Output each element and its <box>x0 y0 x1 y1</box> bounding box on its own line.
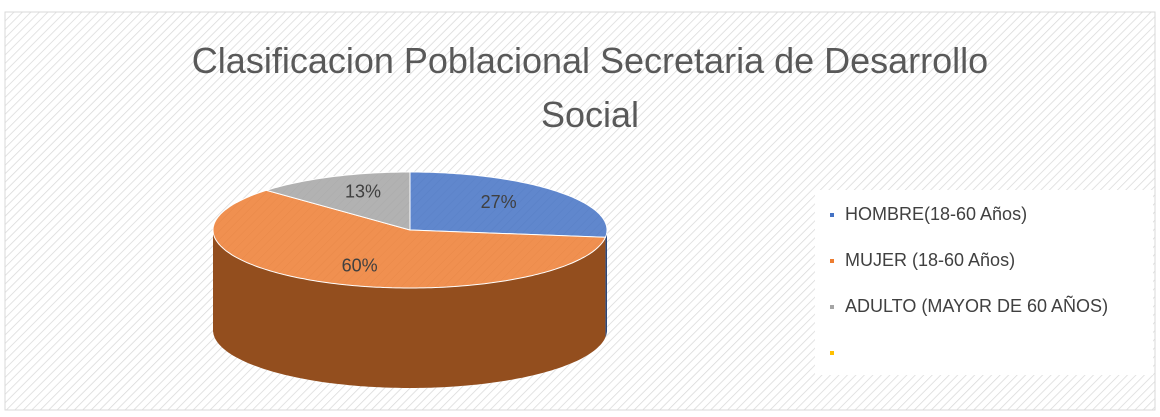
legend-marker <box>830 213 834 217</box>
slice-side <box>213 230 606 388</box>
data-label: 27% <box>481 192 517 212</box>
slice-side <box>605 230 607 338</box>
data-label: 13% <box>345 181 381 201</box>
legend-box <box>815 190 1153 375</box>
slice <box>212 189 607 289</box>
legend-marker <box>830 351 834 355</box>
legend-label: MUJER (18-60 Años) <box>845 250 1015 270</box>
slice <box>264 171 411 231</box>
legend-label: HOMBRE(18-60 Años) <box>845 204 1027 224</box>
legend-marker <box>830 259 834 263</box>
legend-label: ADULTO (MAYOR DE 60 AÑOS) <box>845 295 1108 316</box>
slice <box>409 171 608 238</box>
data-label: 60% <box>342 255 378 275</box>
legend-marker <box>830 305 834 309</box>
chart-title: Clasificacion Poblacional Secretaria de … <box>191 40 989 135</box>
